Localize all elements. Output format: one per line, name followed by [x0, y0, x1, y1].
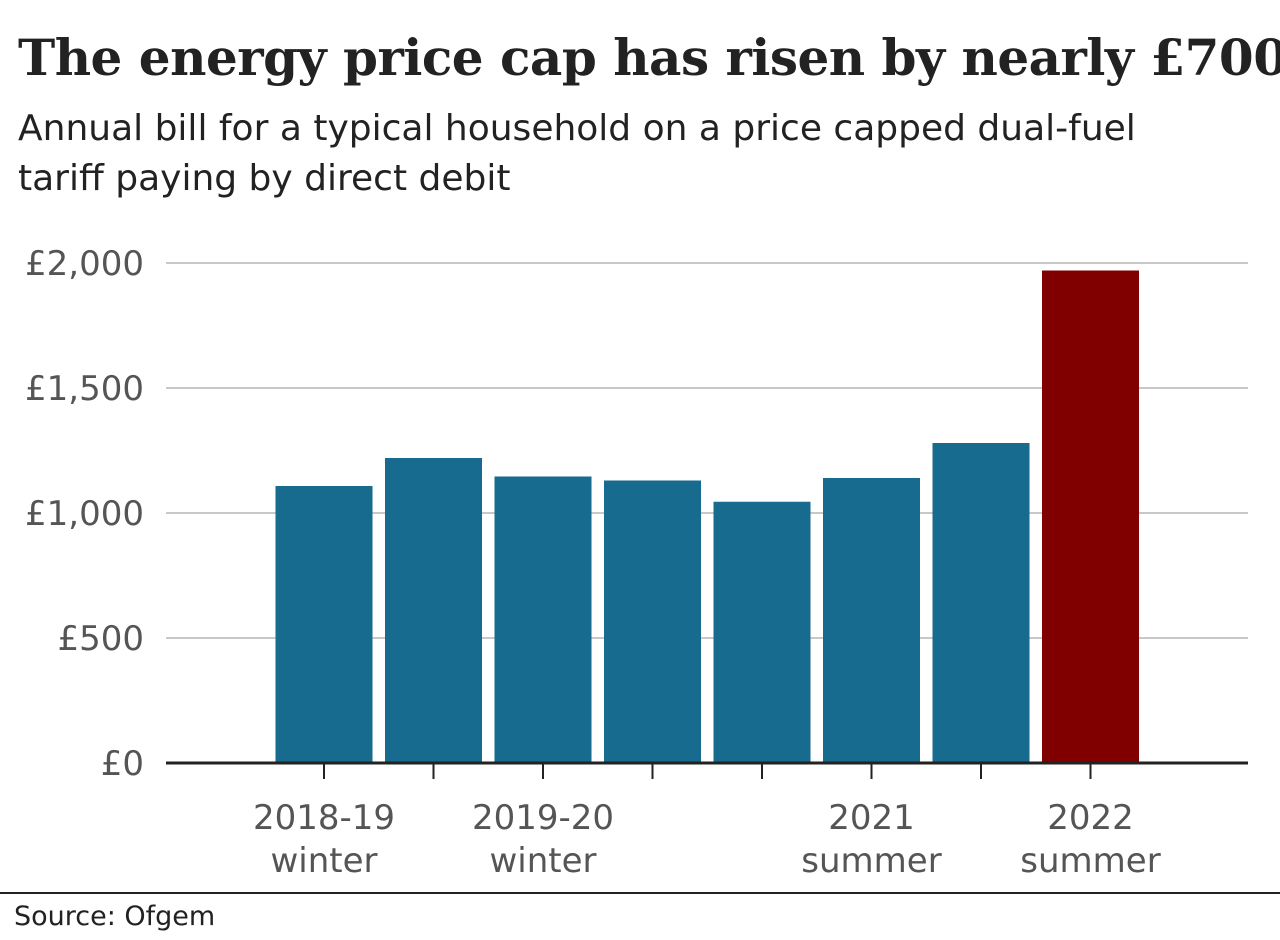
bar-chart: £0£500£1,000£1,500£2,0002018-19winter201…	[25, 244, 1248, 881]
bar	[604, 480, 701, 763]
bar	[713, 501, 811, 763]
y-tick-label: £500	[57, 619, 144, 659]
y-tick-label: £0	[101, 744, 144, 784]
chart-subtitle: Annual bill for a typical household on a…	[18, 108, 1136, 199]
bar	[932, 443, 1030, 763]
bar	[494, 476, 592, 763]
y-tick-label: £1,000	[25, 494, 144, 534]
x-tick-label: 2021	[828, 798, 915, 838]
footer-divider	[0, 892, 1280, 894]
bar	[1042, 270, 1139, 763]
x-tick-label: winter	[270, 841, 377, 881]
bar	[385, 458, 482, 763]
x-tick-label: summer	[1020, 841, 1160, 881]
source-note: Source: Ofgem	[14, 901, 216, 932]
x-tick-label: 2022	[1047, 798, 1134, 838]
x-tick-label: 2019-20	[472, 798, 614, 838]
chart-title: The energy price cap has risen by nearly…	[18, 28, 1280, 87]
bar	[823, 478, 920, 763]
y-tick-label: £1,500	[25, 369, 144, 409]
bar	[275, 486, 373, 763]
y-tick-label: £2,000	[25, 244, 144, 284]
x-tick-label: winter	[489, 841, 596, 881]
x-tick-label: summer	[801, 841, 941, 881]
x-tick-label: 2018-19	[253, 798, 395, 838]
